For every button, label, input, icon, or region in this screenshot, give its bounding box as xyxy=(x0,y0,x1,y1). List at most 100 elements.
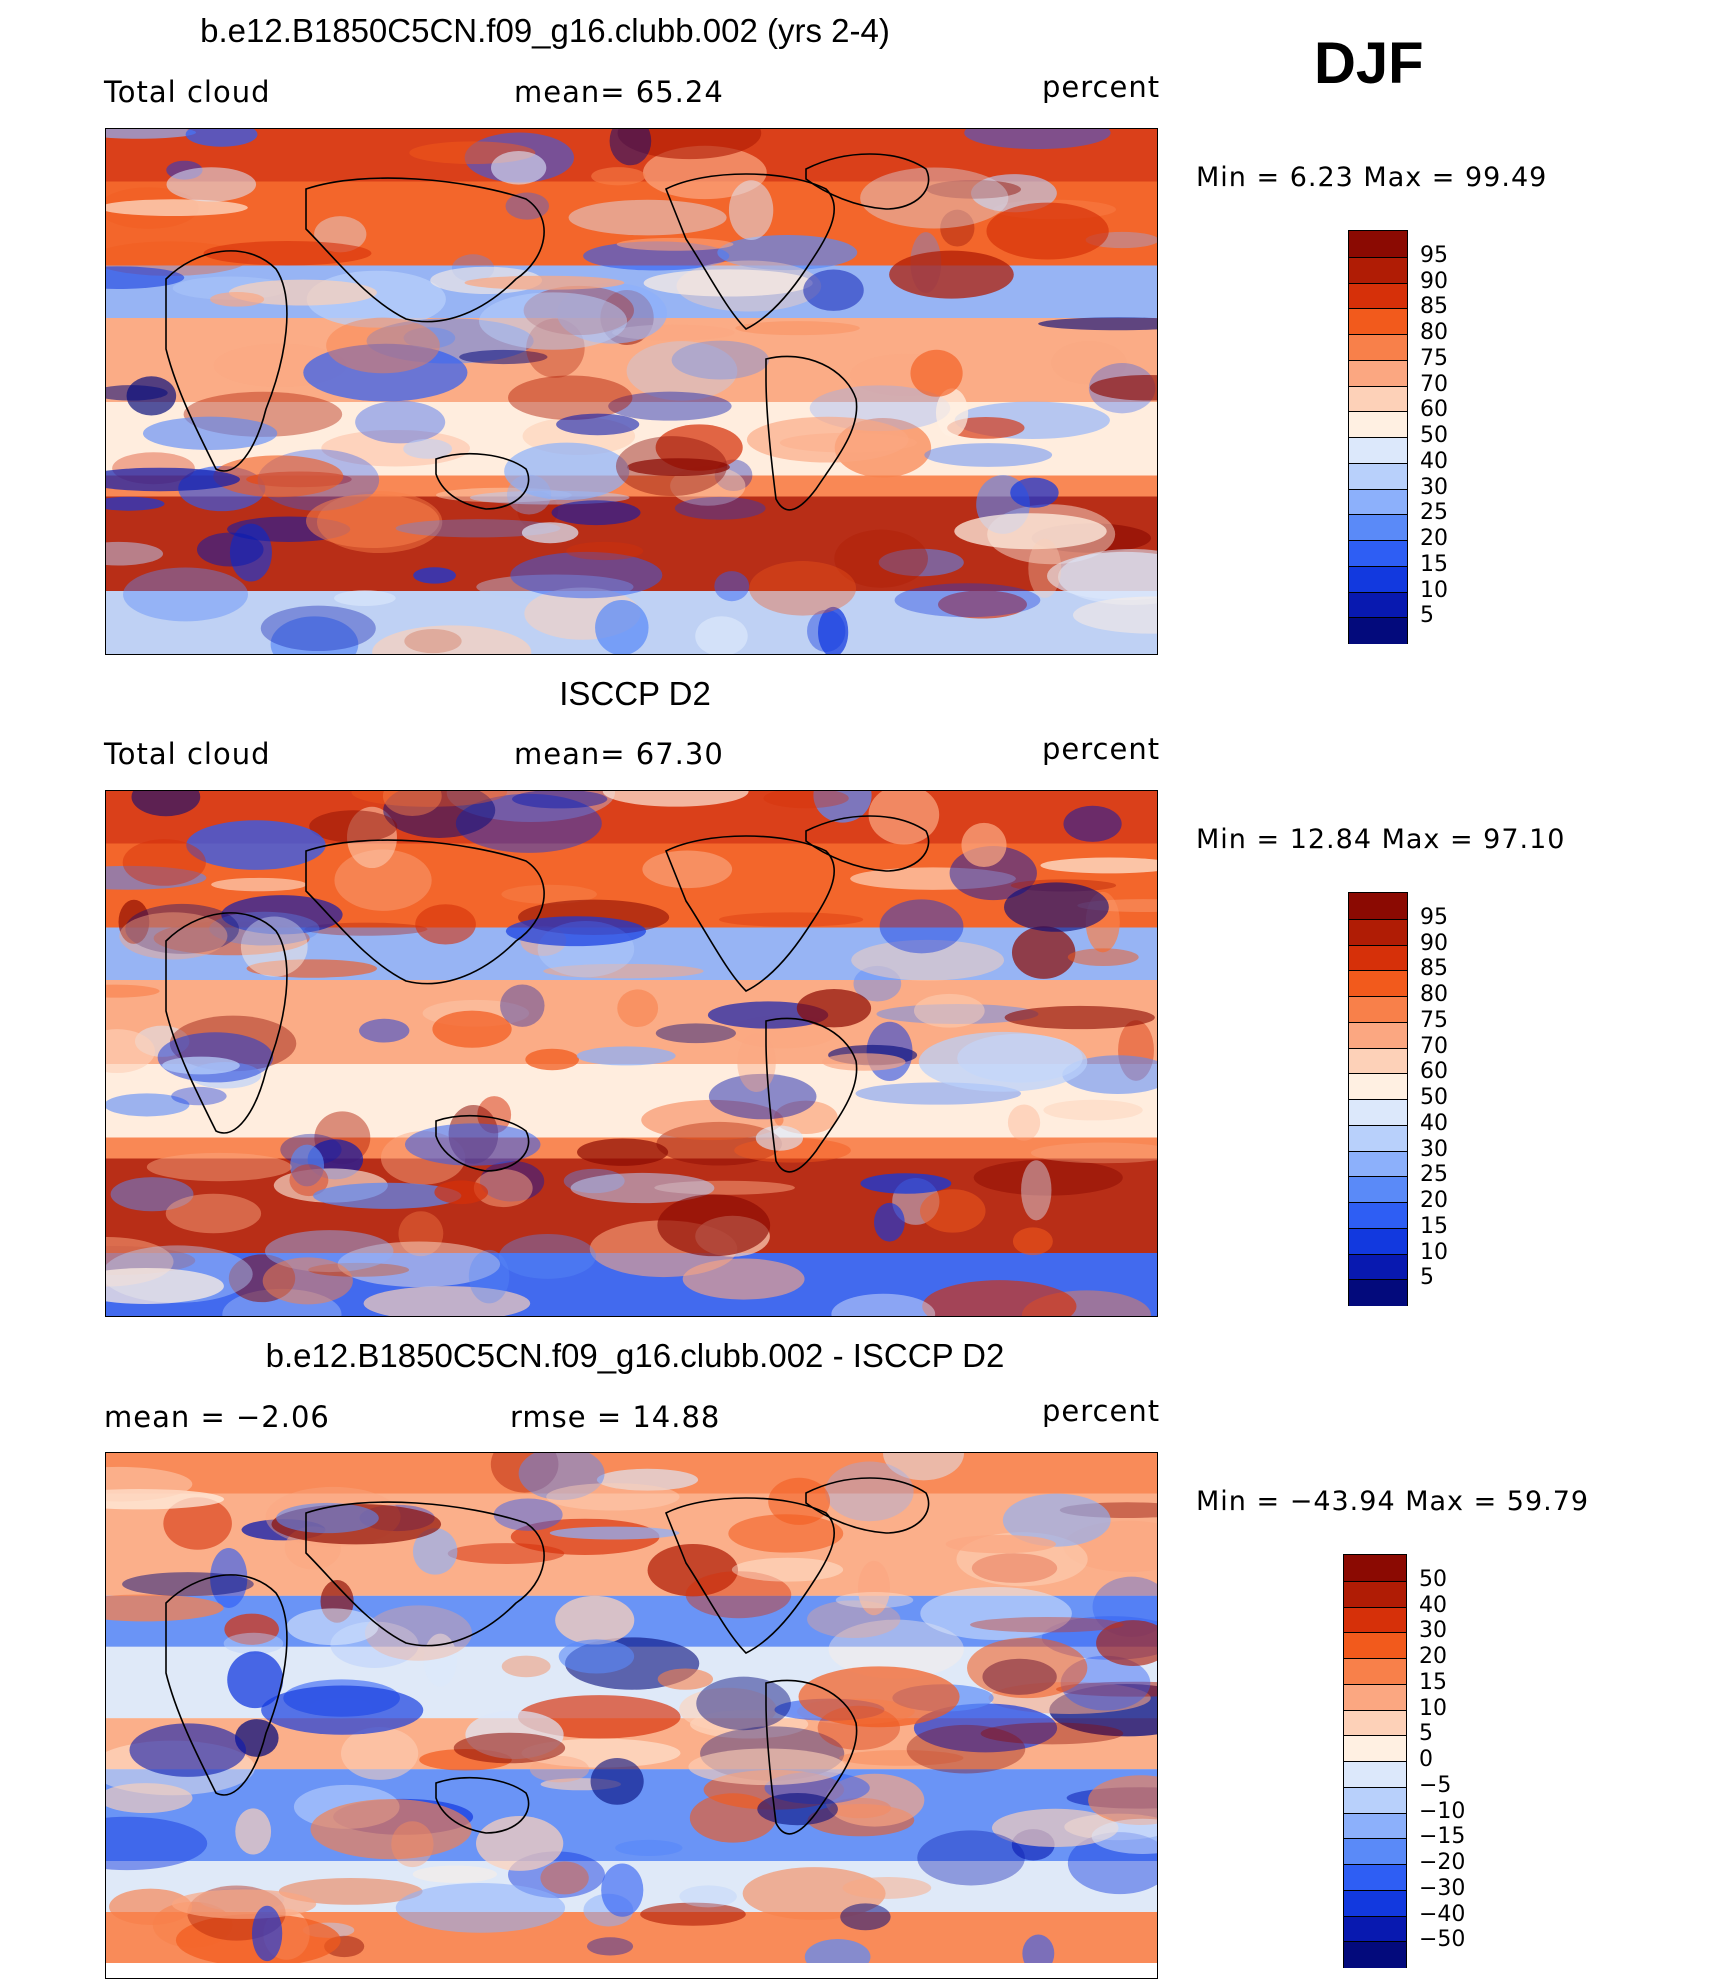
panel-3-mean-label: mean = −2.06 xyxy=(104,1400,330,1434)
colorbar-swatch xyxy=(1349,437,1407,464)
colorbar-swatch xyxy=(1349,540,1407,567)
panel-3-rmse-label: rmse = 14.88 xyxy=(510,1400,721,1434)
colorbar-tick-label: −30 xyxy=(1419,1875,1466,1901)
colorbar-swatch xyxy=(1349,411,1407,438)
colorbar-tick-label: 0 xyxy=(1419,1747,1433,1772)
colorbar-tick-label: −15 xyxy=(1419,1824,1466,1850)
panel-1-map-field xyxy=(106,129,1157,654)
colorbar-tick-label: 15 xyxy=(1420,551,1448,577)
colorbar-tick-label: 30 xyxy=(1419,1618,1447,1644)
colorbar-swatch xyxy=(1349,970,1407,997)
panel-3-minmax: Min = −43.94 Max = 59.79 xyxy=(1196,1486,1590,1517)
colorbar-tick-label: 15 xyxy=(1420,1213,1448,1239)
panel-2-title: ISCCP D2 xyxy=(559,675,711,712)
season-label: DJF xyxy=(1314,31,1424,96)
colorbar-tick-label: 50 xyxy=(1420,1085,1448,1110)
colorbar-swatch xyxy=(1344,1580,1406,1608)
colorbar-swatch xyxy=(1349,231,1407,257)
colorbar-swatch xyxy=(1344,1658,1406,1685)
colorbar-swatch xyxy=(1349,1124,1407,1152)
colorbar-swatch xyxy=(1349,256,1407,284)
panel-3-units-label: percent xyxy=(1042,1394,1161,1428)
colorbar-swatch xyxy=(1349,1227,1407,1255)
colorbar-swatch xyxy=(1349,1202,1407,1229)
colorbar-swatch xyxy=(1344,1761,1406,1788)
colorbar-swatch xyxy=(1349,893,1407,919)
colorbar-tick-label: 90 xyxy=(1420,930,1448,956)
colorbar-swatch xyxy=(1349,334,1407,361)
colorbar-swatch xyxy=(1349,996,1407,1023)
colorbar-swatch xyxy=(1344,1941,1406,1968)
colorbar-tick-label: 70 xyxy=(1420,371,1448,397)
colorbar-tick-label: 95 xyxy=(1420,904,1448,930)
colorbar-tick-label: 80 xyxy=(1420,320,1448,345)
panel-2-map xyxy=(105,790,1158,1317)
colorbar-tick-label: 30 xyxy=(1420,474,1448,500)
colorbar-tick-label: 90 xyxy=(1420,268,1448,294)
colorbar-swatch xyxy=(1349,1073,1407,1100)
colorbar-swatch xyxy=(1344,1864,1406,1891)
colorbar-swatch xyxy=(1344,1786,1406,1814)
panel-3-title: b.e12.B1850C5CN.f09_g16.clubb.002 - ISCC… xyxy=(265,1337,1005,1374)
colorbar-swatch xyxy=(1349,359,1407,387)
colorbar-swatch xyxy=(1349,385,1407,413)
colorbar-tick-label: 15 xyxy=(1419,1669,1447,1695)
colorbar-swatch xyxy=(1344,1606,1406,1634)
colorbar-tick-label: 25 xyxy=(1420,1162,1448,1188)
colorbar-swatch xyxy=(1344,1735,1406,1762)
colorbar-tick-label: −5 xyxy=(1419,1772,1452,1798)
colorbar-tick-label: 5 xyxy=(1419,1721,1433,1747)
panel-3-colorbar xyxy=(1343,1554,1407,1968)
colorbar-swatch xyxy=(1349,462,1407,490)
colorbar-swatch xyxy=(1349,514,1407,541)
colorbar-swatch xyxy=(1344,1838,1406,1865)
colorbar-tick-label: 20 xyxy=(1419,1644,1447,1669)
panel-1-units-label: percent xyxy=(1042,70,1161,104)
panel-2-mean-label: mean= 67.30 xyxy=(514,737,724,771)
panel-2-colorbar xyxy=(1348,892,1408,1306)
colorbar-tick-label: 95 xyxy=(1420,242,1448,268)
colorbar-swatch xyxy=(1349,1279,1407,1306)
colorbar-tick-label: 50 xyxy=(1419,1566,1447,1592)
colorbar-swatch xyxy=(1349,1150,1407,1178)
colorbar-swatch xyxy=(1349,617,1407,644)
panel-3-map xyxy=(105,1452,1158,1979)
colorbar-swatch xyxy=(1344,1915,1406,1943)
colorbar-tick-label: −50 xyxy=(1419,1927,1466,1953)
colorbar-tick-label: 60 xyxy=(1420,397,1448,423)
colorbar-tick-label: 85 xyxy=(1420,956,1448,982)
colorbar-tick-label: 60 xyxy=(1420,1059,1448,1085)
colorbar-tick-label: −20 xyxy=(1419,1850,1466,1875)
colorbar-tick-label: 10 xyxy=(1420,577,1448,603)
colorbar-swatch xyxy=(1349,488,1407,516)
panel-2-map-field xyxy=(106,791,1157,1316)
colorbar-tick-label: −40 xyxy=(1419,1901,1466,1927)
colorbar-swatch xyxy=(1344,1632,1406,1659)
colorbar-tick-label: 25 xyxy=(1420,500,1448,526)
colorbar-swatch xyxy=(1349,944,1407,972)
colorbar-tick-label: 70 xyxy=(1420,1033,1448,1059)
colorbar-swatch xyxy=(1349,1047,1407,1075)
colorbar-tick-label: 75 xyxy=(1420,1007,1448,1033)
colorbar-tick-label: −10 xyxy=(1419,1798,1466,1824)
panel-1-map xyxy=(105,128,1158,655)
colorbar-tick-label: 50 xyxy=(1420,423,1448,448)
colorbar-tick-label: 40 xyxy=(1420,448,1448,474)
panel-2-minmax: Min = 12.84 Max = 97.10 xyxy=(1196,824,1566,855)
colorbar-swatch xyxy=(1349,918,1407,946)
colorbar-swatch xyxy=(1349,591,1407,619)
panel-1-title: b.e12.B1850C5CN.f09_g16.clubb.002 (yrs 2… xyxy=(200,12,890,49)
colorbar-swatch xyxy=(1344,1683,1406,1711)
colorbar-tick-label: 5 xyxy=(1420,603,1434,629)
panel-2-units-label: percent xyxy=(1042,732,1161,766)
colorbar-swatch xyxy=(1349,1176,1407,1203)
colorbar-tick-label: 75 xyxy=(1420,345,1448,371)
colorbar-tick-label: 10 xyxy=(1419,1695,1447,1721)
colorbar-tick-label: 85 xyxy=(1420,294,1448,320)
colorbar-swatch xyxy=(1349,565,1407,593)
colorbar-tick-label: 80 xyxy=(1420,982,1448,1007)
colorbar-swatch xyxy=(1344,1709,1406,1737)
panel-2-variable-label: Total cloud xyxy=(104,737,271,771)
colorbar-swatch xyxy=(1344,1889,1406,1917)
colorbar-swatch xyxy=(1349,308,1407,335)
